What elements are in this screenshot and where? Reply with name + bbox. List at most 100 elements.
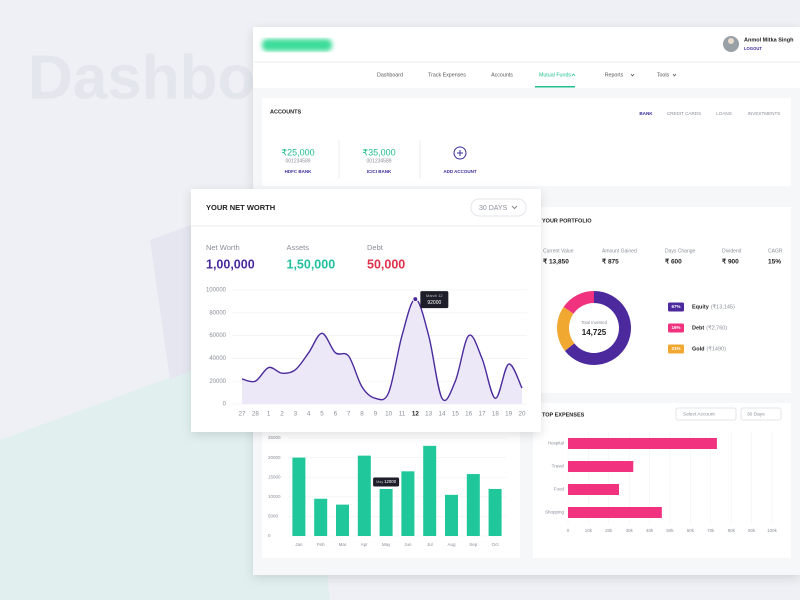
legend-pill (668, 302, 684, 312)
accounts-card (262, 98, 791, 186)
tooltip-label: March 12 (426, 293, 443, 298)
y-tick-label: Shopping (545, 510, 565, 515)
add-icon[interactable] (453, 146, 467, 160)
stat-label: Amount Gained (602, 248, 637, 254)
bank-name[interactable]: HDFC BANK (285, 169, 312, 174)
x-tick-label: 60k (687, 528, 695, 533)
x-tick-label: 10k (585, 528, 593, 533)
x-tick-label: 6 (334, 411, 338, 418)
tooltip (420, 291, 449, 309)
monthly-chart: 0 5000 10000 15000 20000 25000 Jan Feb Mar Apr May… (268, 435, 506, 547)
y-tick-label: Travel (552, 464, 564, 469)
bar (357, 455, 371, 536)
bar (423, 445, 437, 536)
x-tick-label: 20k (605, 528, 613, 533)
stat-value: ₹ 600 (665, 258, 682, 266)
bar (314, 498, 328, 536)
stat-value: 15% (768, 259, 781, 266)
x-tick-label: 16 (465, 411, 473, 418)
nav-item[interactable]: Tools (657, 72, 670, 78)
select-text: 30 Days (747, 411, 765, 417)
select-text: 30 DAYS (479, 205, 508, 212)
nav-item[interactable]: Accounts (491, 72, 513, 78)
stat-label: Dividend (722, 248, 742, 254)
stat-value: 1,50,000 (287, 257, 336, 271)
legend-amount: (₹13,145) (711, 303, 735, 310)
y-tick-label: 60000 (209, 333, 226, 339)
y-tick-label: 80000 (209, 310, 226, 316)
bar (292, 457, 306, 536)
legend-amount: (₹1490) (707, 345, 727, 352)
y-tick-label: Hospital (548, 441, 564, 446)
x-tick-label: 90k (748, 528, 756, 533)
tab[interactable]: LOANS (716, 111, 732, 116)
y-tick-label: 5000 (268, 514, 279, 519)
x-tick-label: Jul (427, 542, 433, 547)
select[interactable] (675, 407, 737, 421)
select[interactable] (470, 198, 527, 217)
bar (568, 461, 634, 472)
bar (379, 488, 393, 536)
x-tick-label: Mar (339, 542, 347, 547)
card-title: ACCOUNTS (270, 109, 301, 115)
legend-value: 67% (671, 304, 680, 309)
tab[interactable]: INVESTMENTS (748, 111, 781, 116)
bank-name[interactable]: ICICI BANK (367, 169, 392, 174)
x-tick-label: 15 (452, 411, 460, 418)
add-account[interactable]: ADD ACCOUNT (443, 169, 477, 174)
tooltip-value: 12000 (384, 479, 397, 484)
stat-value: 50,000 (367, 257, 405, 271)
select-text: Select Account (683, 411, 715, 417)
legend-amount: (₹2,760) (706, 324, 727, 331)
line (241, 298, 523, 402)
y-tick-label: 20000 (268, 455, 281, 460)
x-tick-label: 70k (707, 528, 715, 533)
bar (401, 471, 415, 536)
bar (568, 484, 619, 495)
nav-item[interactable]: Mutual Funds (539, 72, 571, 78)
tooltip-label: May (376, 480, 383, 484)
x-tick-label: Oct (492, 542, 500, 547)
x-tick-label: 30k (626, 528, 634, 533)
x-tick-label: 20 (518, 411, 526, 418)
x-tick-label: 4 (307, 411, 311, 418)
chevron (672, 73, 677, 77)
x-tick-label: 2 (280, 411, 284, 418)
nav-item[interactable]: Dashboard (377, 72, 403, 78)
card-title: TOP EXPENSES (542, 412, 585, 418)
card-title: YOUR NET WORTH (206, 203, 275, 212)
donut-chart: 67% Equity (₹13,145) 16% Debt (₹2,760) 21% Gold… (557, 291, 735, 365)
x-tick-label: 17 (478, 411, 486, 418)
x-tick-label: 50k (666, 528, 674, 533)
expenses-card (533, 403, 791, 558)
tab[interactable]: BANK (639, 111, 653, 116)
tab[interactable]: CREDIT CARDS (667, 111, 701, 116)
donut-value: 14,725 (582, 328, 607, 337)
logo[interactable] (262, 39, 332, 51)
x-tick-label: 13 (425, 411, 433, 418)
legend-name: Debt (692, 325, 704, 331)
donut-label: Total Invested (581, 320, 608, 325)
tabs: BANK CREDIT CARDS LOANS INVESTMENTS (639, 111, 780, 116)
x-tick-label: 40k (646, 528, 654, 533)
nav-item[interactable]: Track Expenses (428, 72, 466, 78)
stat-label: Days Change (665, 248, 696, 254)
x-tick-label: 11 (399, 411, 406, 418)
x-tick-label: 0 (567, 528, 570, 533)
bar (336, 504, 349, 536)
bar (445, 494, 458, 536)
select[interactable] (740, 407, 782, 421)
chevron (630, 73, 635, 77)
stat-label: Debt (367, 243, 384, 252)
donut-segment (563, 291, 594, 314)
logout[interactable]: LOGOUT (744, 46, 762, 51)
stat-label: Current Value (543, 248, 574, 254)
card-title: YOUR PORTFOLIO (542, 218, 592, 224)
donut-segment (557, 306, 575, 351)
x-tick-label: 100k (767, 528, 778, 533)
stat-label: CAGR (768, 248, 783, 254)
bar (568, 438, 717, 449)
legend-name: Gold (692, 346, 705, 352)
bar (466, 474, 480, 536)
nav-item[interactable]: Reports (605, 72, 624, 78)
